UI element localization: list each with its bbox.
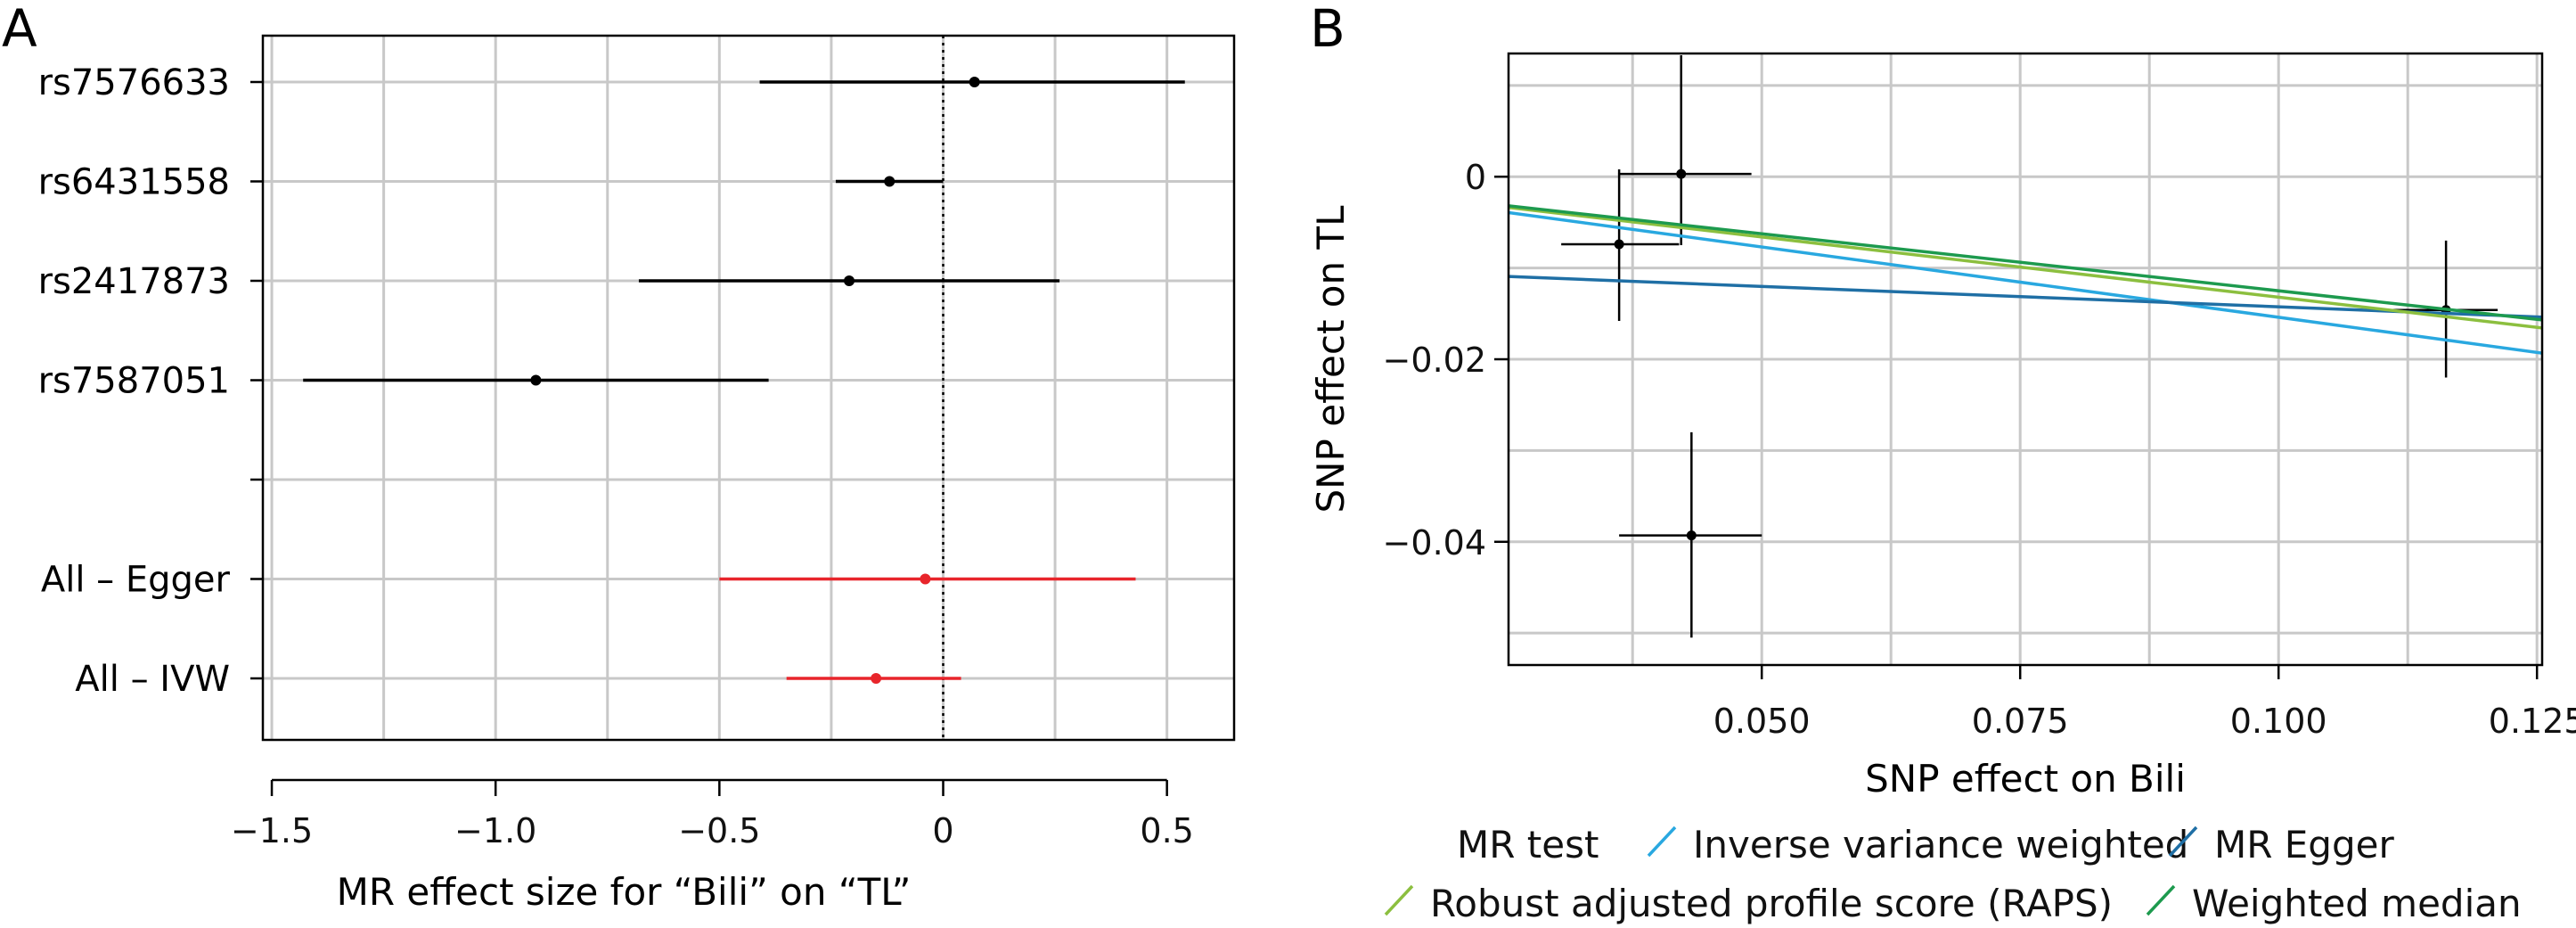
regression-line-weighted-median [1509,204,2542,322]
point-estimate-all-ivw [871,673,882,684]
data-point-1 [1614,239,1624,250]
legend-key-weighted-median [2146,884,2176,916]
point-estimate-rs6431558 [884,176,895,187]
legend-key-mr-egger [2168,825,2198,858]
legend-label-inverse-variance-weighted: Inverse variance weighted [1693,823,2188,866]
panel-a-letter: A [2,0,37,59]
point-estimate-rs7576633 [969,77,980,87]
x-tick-label-1: 0.075 [1972,702,2069,741]
x-tick-label-1: −1.0 [454,811,536,850]
scatter-axes: 0 −0.02 −0.04 0.050 0.075 0.100 0.125 [1383,158,2576,741]
forest-plot-area [263,36,1234,740]
regression-line-mr-egger [1509,275,2542,319]
point-estimate-rs7587051 [530,374,542,386]
x-tick-label-3: 0.125 [2489,702,2576,741]
data-point-0 [1676,168,1687,179]
scatter-y-axis-title: SNP effect on TL [1309,205,1353,513]
forest-x-axis-title: MR effect size for “Bili” on “TL” [337,870,912,914]
legend-title: MR test [1457,823,1599,866]
row-label-rs2417873: rs2417873 [38,261,230,302]
y-tick-label-2: −0.04 [1383,523,1486,563]
row-label-rs6431558: rs6431558 [38,162,230,203]
x-tick-label-2: −0.5 [678,811,760,850]
x-tick-label-0: −1.5 [231,811,313,850]
legend-label-weighted-median: Weighted median [2192,882,2522,925]
legend-label-robust-adjusted-profile-score-raps: Robust adjusted profile score (RAPS) [1430,882,2113,925]
point-estimate-all-egger [920,573,931,585]
forest-marks [303,36,1185,740]
legend-key-robust-adjusted-profile-score-raps [1384,884,1414,916]
x-tick-label-3: 0 [932,811,953,850]
scatter-plot-panel: 0 −0.02 −0.04 0.050 0.075 0.100 0.125 SNP effe… [1309,52,2576,925]
y-tick-label-0: 0 [1465,158,1486,197]
x-tick-label-0: 0.050 [1713,702,1811,741]
x-tick-label-2: 0.100 [2230,702,2327,741]
scatter-marks [1509,55,2542,638]
forest-plot-frame [261,34,1236,742]
regression-line-robust-adjusted-profile-score-raps [1509,205,2542,330]
x-tick-label-4: 0.5 [1140,811,1193,850]
legend-label-mr-egger: MR Egger [2214,823,2394,866]
forest-axes: rs7576633 rs6431558 rs2417873 rs7587051 All … [38,62,1194,850]
scatter-x-axis-title: SNP effect on Bili [1865,757,2186,801]
row-label-rs7576633: rs7576633 [38,62,230,103]
regression-line-inverse-variance-weighted [1509,210,2542,355]
row-label-all-ivw: All – IVW [75,659,230,700]
y-tick-label-1: −0.02 [1383,341,1486,380]
row-label-rs7587051: rs7587051 [38,361,230,402]
data-point-2 [1686,530,1697,541]
scatter-legend: MR test Inverse variance weighted MR Egge… [1384,823,2522,925]
panel-b-letter: B [1310,0,1345,59]
row-label-all-egger: All – Egger [41,560,231,601]
legend-key-inverse-variance-weighted [1647,825,1677,858]
point-estimate-rs2417873 [844,275,855,286]
regression-lines [1509,204,2542,355]
forest-plot-panel: rs7576633 rs6431558 rs2417873 rs7587051 All … [38,34,1236,914]
